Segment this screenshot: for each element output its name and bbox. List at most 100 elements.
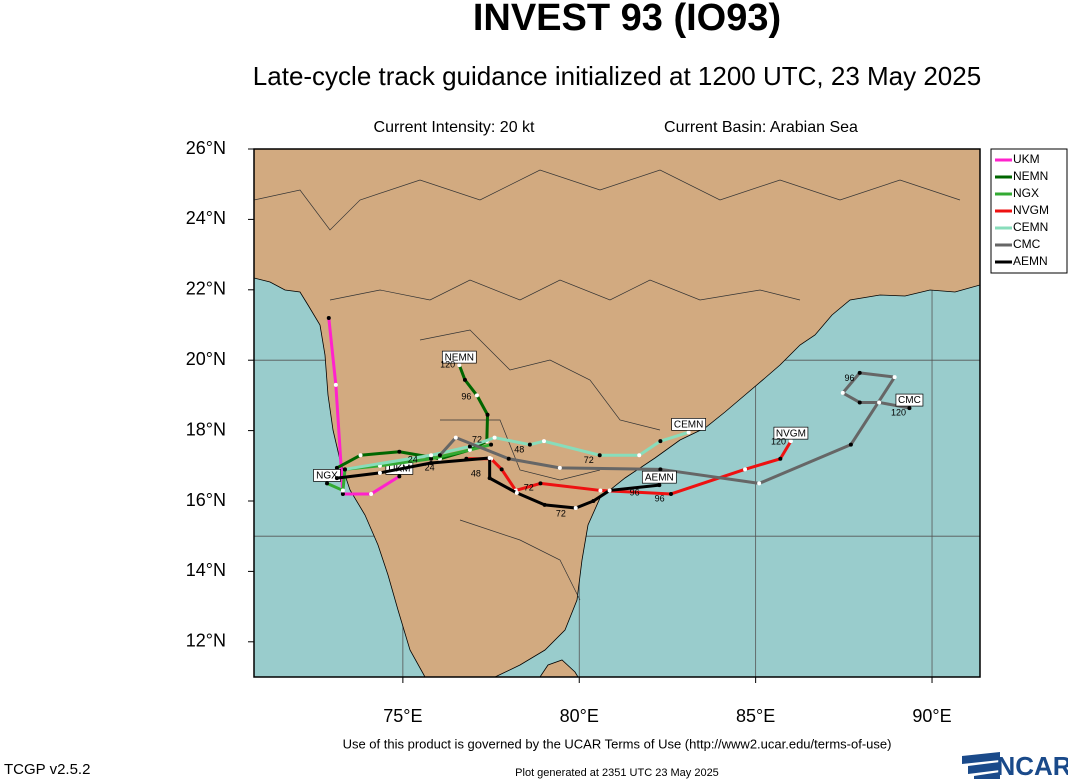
title: INVEST 93 (IO93) — [473, 0, 781, 39]
track-point — [334, 465, 339, 470]
track-point — [369, 491, 374, 496]
track-point — [334, 476, 339, 481]
track-label-box — [895, 393, 924, 407]
y-tick-label: 12°N — [186, 631, 226, 651]
legend-label: UKM — [1013, 152, 1040, 166]
track-point — [377, 470, 382, 475]
track-label-box — [671, 418, 706, 431]
x-tick-label: 75°E — [383, 706, 422, 726]
track-point — [907, 406, 912, 411]
track-point — [607, 488, 612, 493]
hour-label: 48 — [514, 444, 524, 454]
track-label: NEMN — [445, 352, 474, 363]
logo: NCAR — [962, 751, 1068, 780]
y-tick-label: 16°N — [186, 490, 226, 510]
track-point — [743, 467, 748, 472]
frame — [253, 148, 981, 678]
track-point — [598, 488, 603, 493]
track-point — [340, 491, 345, 496]
track-point — [429, 460, 434, 465]
track-point — [877, 400, 882, 405]
legend-label: NGX — [1013, 186, 1039, 200]
hour-label: 72 — [584, 455, 594, 465]
track-point — [857, 400, 862, 405]
track-point — [333, 382, 338, 387]
track-point — [848, 442, 853, 447]
track-line — [344, 430, 690, 471]
border — [459, 519, 581, 601]
track-point — [892, 375, 897, 380]
legend — [990, 148, 1068, 274]
hour-label: 120 — [440, 360, 455, 370]
legend-label: AEMN — [1013, 254, 1048, 268]
track-point — [326, 315, 331, 320]
y-tick-label: 14°N — [186, 560, 226, 580]
hour-label: 72 — [524, 482, 534, 492]
track-point — [492, 435, 497, 440]
legend-label: NEMN — [1013, 169, 1048, 183]
track-label: NGX — [316, 471, 338, 482]
border — [329, 279, 801, 301]
track-point — [514, 490, 519, 495]
track-point — [358, 453, 363, 458]
track-point — [506, 456, 511, 461]
hour-label: 96 — [630, 487, 640, 497]
y-tick-label: 18°N — [186, 419, 226, 439]
track-point — [840, 390, 845, 395]
track-point — [597, 453, 602, 458]
track-label-box — [313, 469, 341, 482]
track-point — [657, 483, 662, 488]
track-point — [487, 456, 492, 461]
x-tick-label: 90°E — [912, 706, 951, 726]
land — [539, 659, 579, 677]
logo-text: NCAR — [996, 751, 1068, 780]
track-point — [397, 474, 402, 479]
track-point — [658, 467, 663, 472]
track-label: CEMN — [674, 420, 703, 431]
track-label-box — [441, 350, 477, 364]
track-point — [467, 444, 472, 449]
track-point — [778, 456, 783, 461]
y-tick-label: 22°N — [186, 279, 226, 299]
track-label-box — [773, 426, 809, 440]
border — [254, 169, 961, 231]
track-point — [457, 363, 462, 368]
track-point — [527, 442, 532, 447]
track-point — [788, 439, 793, 444]
y-tick-label: 26°N — [186, 138, 226, 158]
track-label: AEMN — [645, 472, 674, 483]
track-label: CMC — [898, 395, 921, 406]
hour-label: 48 — [471, 468, 481, 478]
track-point — [542, 502, 547, 507]
hour-label: 96 — [461, 392, 471, 402]
generated: Plot generated at 2351 UTC 23 May 2025 — [515, 767, 719, 779]
track-point — [343, 467, 348, 472]
track-point — [429, 453, 434, 458]
hour-label: 96 — [844, 373, 854, 383]
track-label: NVGM — [776, 428, 806, 439]
track-point — [429, 456, 434, 461]
border — [419, 329, 661, 431]
track-point — [686, 430, 691, 435]
terms: Use of this product is governed by the U… — [343, 736, 892, 751]
track-point — [340, 488, 345, 493]
hour-label: 24 — [425, 462, 435, 472]
track-point — [658, 439, 663, 444]
track-point — [541, 439, 546, 444]
track-point — [467, 447, 472, 452]
track-point — [325, 481, 330, 486]
track-label-box — [641, 470, 677, 484]
border — [440, 419, 601, 481]
intensity: Current Intensity: 20 kt — [374, 119, 536, 136]
track-point — [489, 442, 494, 447]
hour-label: 72 — [556, 508, 566, 518]
version: TCGP v2.5.2 — [4, 761, 90, 778]
track-point — [573, 506, 578, 511]
track-point — [591, 499, 596, 503]
track-point — [485, 412, 490, 417]
track-line — [466, 440, 793, 496]
map: UKMNEMNNGXNVGMCEMNCMCAEMN120967248721209… — [254, 149, 980, 677]
logo-mark — [962, 752, 1000, 779]
track-point — [453, 435, 458, 440]
